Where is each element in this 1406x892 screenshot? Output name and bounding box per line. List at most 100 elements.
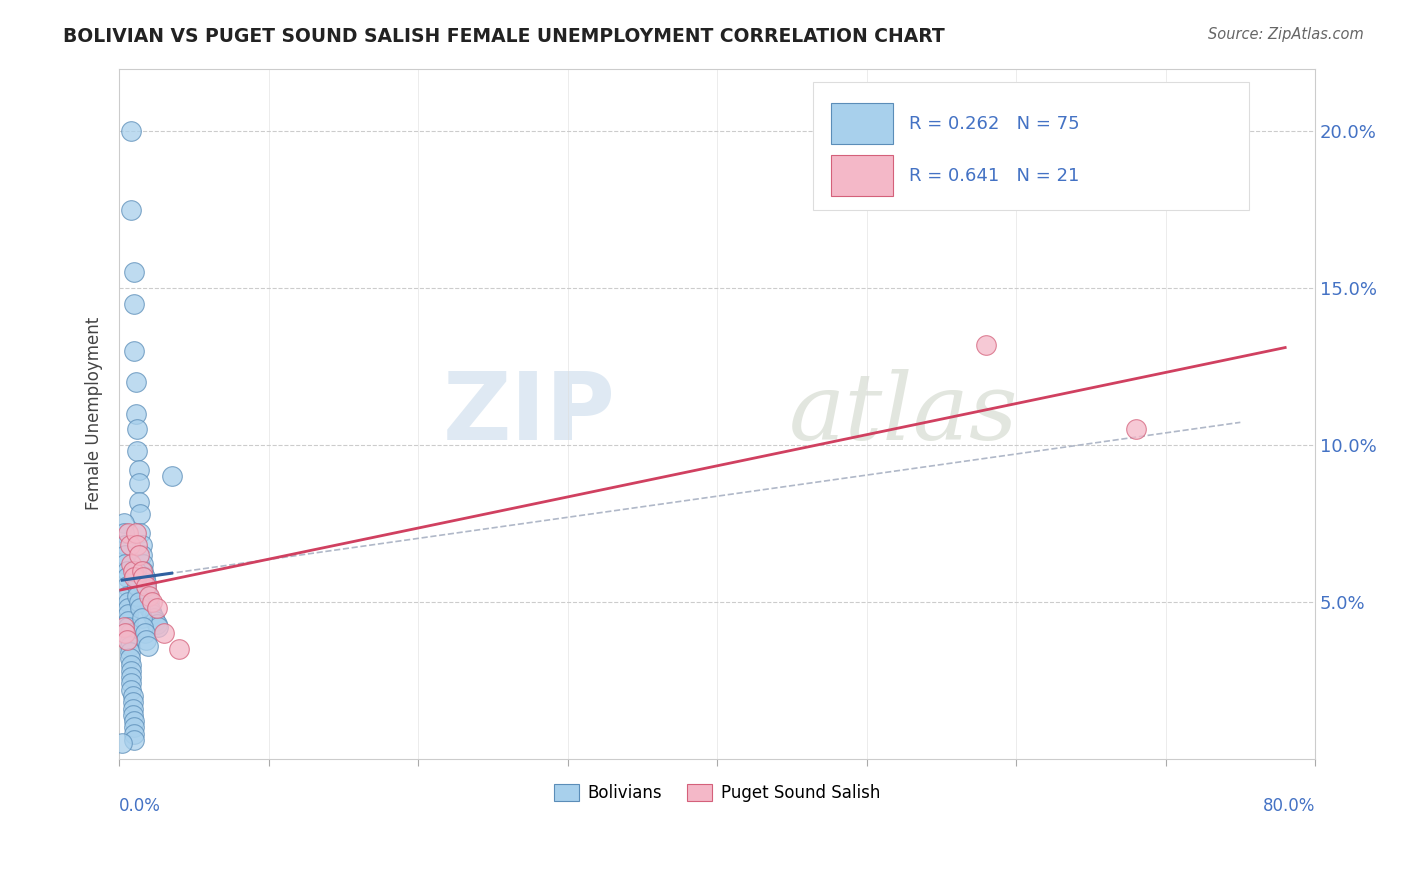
Point	[145, 601, 167, 615]
Point	[127, 589, 149, 603]
Point	[146, 620, 169, 634]
Point	[135, 576, 157, 591]
Text: ZIP: ZIP	[443, 368, 616, 459]
Point	[117, 595, 139, 609]
Point	[132, 570, 155, 584]
Point	[138, 601, 160, 615]
Point	[122, 727, 145, 741]
Point	[132, 564, 155, 578]
Point	[128, 595, 150, 609]
Point	[974, 337, 997, 351]
Point	[134, 570, 156, 584]
Text: BOLIVIAN VS PUGET SOUND SALISH FEMALE UNEMPLOYMENT CORRELATION CHART: BOLIVIAN VS PUGET SOUND SALISH FEMALE UN…	[63, 27, 945, 45]
Point	[117, 607, 139, 622]
Point	[125, 564, 148, 578]
Point	[122, 343, 145, 358]
Point	[120, 670, 142, 684]
Point	[122, 714, 145, 728]
Point	[1125, 422, 1147, 436]
Point	[127, 579, 149, 593]
FancyBboxPatch shape	[831, 103, 893, 145]
Point	[127, 444, 149, 458]
Point	[125, 407, 148, 421]
Point	[120, 676, 142, 690]
Text: 80.0%: 80.0%	[1263, 797, 1315, 814]
Text: 0.0%: 0.0%	[120, 797, 162, 814]
Text: Source: ZipAtlas.com: Source: ZipAtlas.com	[1208, 27, 1364, 42]
Point	[118, 639, 141, 653]
Point	[120, 124, 142, 138]
Point	[120, 682, 142, 697]
Point	[135, 579, 157, 593]
Point	[129, 601, 152, 615]
Point	[112, 516, 135, 531]
Point	[114, 548, 136, 562]
Point	[125, 570, 148, 584]
Point	[131, 548, 153, 562]
Point	[128, 548, 150, 562]
Point	[114, 626, 136, 640]
Point	[112, 525, 135, 540]
Legend: Bolivians, Puget Sound Salish: Bolivians, Puget Sound Salish	[548, 778, 887, 809]
Point	[121, 564, 143, 578]
Point	[122, 720, 145, 734]
Point	[118, 626, 141, 640]
Point	[122, 733, 145, 747]
Point	[135, 582, 157, 597]
Point	[127, 538, 149, 552]
Point	[115, 570, 138, 584]
Point	[167, 642, 190, 657]
Text: atlas: atlas	[789, 368, 1018, 458]
Point	[121, 695, 143, 709]
Point	[117, 601, 139, 615]
Point	[115, 589, 138, 603]
Point	[128, 463, 150, 477]
Point	[134, 626, 156, 640]
Point	[112, 620, 135, 634]
Point	[125, 525, 148, 540]
Point	[136, 589, 159, 603]
Point	[142, 610, 165, 624]
Point	[122, 297, 145, 311]
Point	[128, 494, 150, 508]
Point	[153, 626, 176, 640]
Point	[129, 525, 152, 540]
Point	[121, 689, 143, 703]
Point	[131, 610, 153, 624]
Point	[141, 595, 163, 609]
Point	[111, 736, 134, 750]
Point	[118, 632, 141, 647]
Point	[145, 616, 167, 631]
Point	[139, 604, 162, 618]
Point	[129, 507, 152, 521]
Point	[118, 651, 141, 665]
Point	[117, 620, 139, 634]
Point	[121, 707, 143, 722]
Point	[160, 469, 183, 483]
Point	[118, 538, 141, 552]
Point	[127, 422, 149, 436]
FancyBboxPatch shape	[831, 155, 893, 196]
Point	[125, 376, 148, 390]
Point	[131, 564, 153, 578]
Point	[136, 639, 159, 653]
Text: R = 0.262   N = 75: R = 0.262 N = 75	[908, 115, 1080, 133]
Point	[131, 538, 153, 552]
Point	[138, 595, 160, 609]
Point	[117, 525, 139, 540]
Point	[120, 664, 142, 678]
Point	[120, 558, 142, 572]
Point	[132, 620, 155, 634]
Point	[141, 607, 163, 622]
Point	[114, 558, 136, 572]
Point	[120, 657, 142, 672]
Point	[122, 265, 145, 279]
FancyBboxPatch shape	[813, 82, 1250, 210]
Point	[115, 579, 138, 593]
Point	[135, 632, 157, 647]
Point	[114, 538, 136, 552]
Point	[115, 632, 138, 647]
Point	[132, 558, 155, 572]
Point	[117, 614, 139, 628]
Point	[121, 701, 143, 715]
